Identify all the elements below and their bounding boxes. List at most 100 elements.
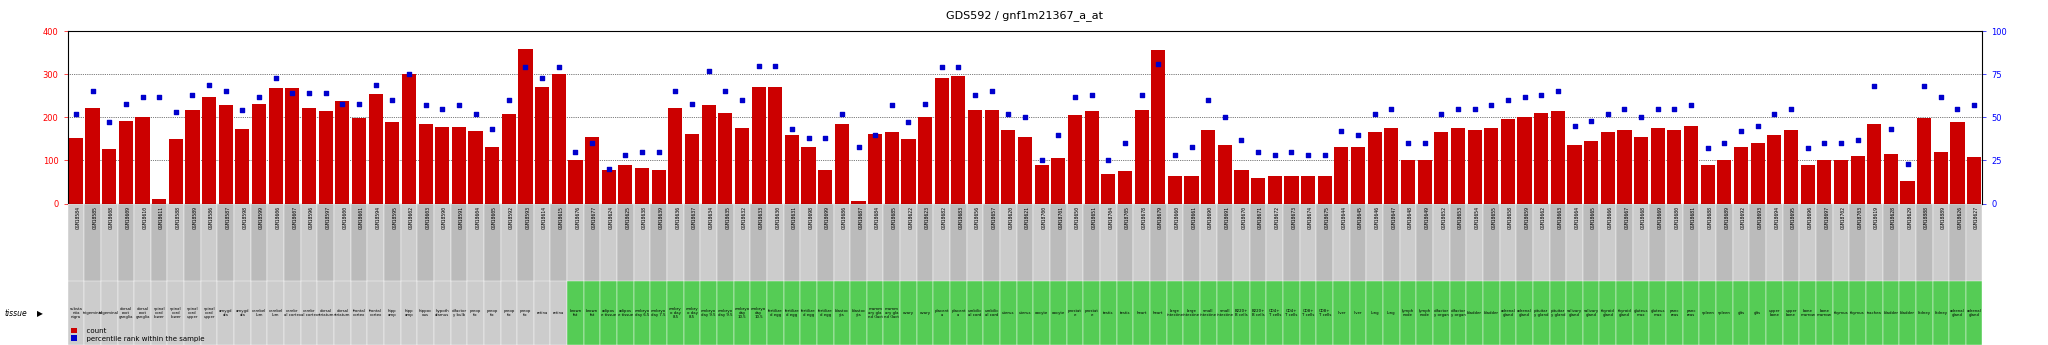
Text: dorsal
root
ganglia: dorsal root ganglia bbox=[135, 307, 150, 319]
Bar bbox=[1518, 117, 1532, 204]
Text: GSM18634: GSM18634 bbox=[709, 206, 713, 229]
Bar bbox=[551, 204, 567, 281]
Point bbox=[1092, 158, 1124, 163]
Text: cerebel
lum: cerebel lum bbox=[252, 309, 266, 317]
Point bbox=[1358, 111, 1391, 117]
Text: blastoc
yts: blastoc yts bbox=[852, 309, 866, 317]
Text: GSM18652: GSM18652 bbox=[1442, 206, 1446, 229]
Bar bbox=[1833, 281, 1849, 345]
Bar bbox=[250, 204, 268, 281]
Point bbox=[1325, 128, 1358, 134]
Bar bbox=[383, 281, 401, 345]
Bar bbox=[616, 204, 633, 281]
Bar bbox=[1499, 204, 1516, 281]
Bar bbox=[1219, 145, 1233, 204]
Bar bbox=[1649, 204, 1667, 281]
Bar bbox=[1599, 204, 1616, 281]
Bar bbox=[203, 97, 217, 204]
Point bbox=[1008, 115, 1040, 120]
Bar bbox=[1882, 281, 1898, 345]
Text: placent
a: placent a bbox=[934, 309, 948, 317]
Text: GSM18695: GSM18695 bbox=[1790, 206, 1796, 229]
Bar bbox=[1733, 204, 1749, 281]
Bar bbox=[1434, 132, 1448, 204]
Text: GSM18678: GSM18678 bbox=[1141, 206, 1147, 229]
Bar bbox=[836, 124, 850, 204]
Text: GSM18605: GSM18605 bbox=[492, 206, 498, 229]
Point bbox=[1858, 83, 1890, 89]
Bar bbox=[651, 281, 668, 345]
Bar bbox=[1917, 118, 1931, 204]
Text: GSM18593: GSM18593 bbox=[526, 206, 530, 229]
Text: cerebr
al cortex: cerebr al cortex bbox=[285, 309, 301, 317]
Bar bbox=[1067, 115, 1081, 204]
Text: glts: glts bbox=[1737, 311, 1745, 315]
Bar bbox=[985, 110, 999, 204]
Bar bbox=[1034, 165, 1049, 204]
Bar bbox=[1632, 204, 1649, 281]
Text: GSM18625: GSM18625 bbox=[625, 206, 631, 229]
Text: GSM18638: GSM18638 bbox=[643, 206, 647, 229]
Bar bbox=[1901, 181, 1915, 204]
Point bbox=[1724, 128, 1757, 134]
Point bbox=[127, 94, 160, 99]
Text: GSM18584: GSM18584 bbox=[76, 206, 82, 229]
Point bbox=[1808, 140, 1841, 146]
Point bbox=[293, 90, 326, 96]
Text: GSM18627: GSM18627 bbox=[1974, 206, 1978, 229]
Bar bbox=[702, 105, 715, 204]
Point bbox=[1825, 140, 1858, 146]
Bar bbox=[883, 281, 901, 345]
Point bbox=[643, 149, 676, 155]
Point bbox=[1442, 106, 1475, 111]
Text: adrenal
gland: adrenal gland bbox=[1501, 309, 1516, 317]
Bar bbox=[268, 204, 285, 281]
Text: lung: lung bbox=[1386, 311, 1395, 315]
Text: GSM18589: GSM18589 bbox=[193, 206, 197, 229]
Bar bbox=[1483, 281, 1499, 345]
Bar bbox=[1118, 171, 1133, 204]
Bar bbox=[651, 204, 668, 281]
Text: GSM18604: GSM18604 bbox=[475, 206, 481, 229]
Point bbox=[410, 102, 442, 108]
Text: GSM18646: GSM18646 bbox=[1374, 206, 1380, 229]
Bar bbox=[1716, 204, 1733, 281]
Point bbox=[242, 94, 274, 99]
Point bbox=[225, 108, 258, 113]
Bar bbox=[1102, 174, 1116, 204]
Bar bbox=[86, 108, 100, 204]
Bar bbox=[1249, 281, 1266, 345]
Text: GSM18670: GSM18670 bbox=[1241, 206, 1247, 229]
Bar bbox=[236, 129, 250, 204]
Text: GDS592 / gnf1m21367_a_at: GDS592 / gnf1m21367_a_at bbox=[946, 10, 1102, 21]
Bar bbox=[1233, 204, 1249, 281]
Bar bbox=[1083, 281, 1100, 345]
Point bbox=[692, 68, 725, 73]
Point bbox=[559, 149, 592, 155]
Text: CD8+
T cells: CD8+ T cells bbox=[1303, 309, 1315, 317]
Bar bbox=[401, 74, 416, 204]
Point bbox=[76, 89, 109, 94]
Text: GSM18591: GSM18591 bbox=[459, 206, 465, 229]
Text: GSM18587: GSM18587 bbox=[225, 206, 231, 229]
Text: GSM18697: GSM18697 bbox=[1825, 206, 1829, 229]
Bar bbox=[1933, 152, 1948, 204]
Bar bbox=[1151, 50, 1165, 204]
Bar bbox=[1800, 165, 1815, 204]
Point bbox=[526, 75, 559, 80]
Point bbox=[342, 101, 375, 106]
Bar bbox=[1167, 176, 1182, 204]
Bar bbox=[569, 160, 582, 204]
Bar bbox=[1950, 281, 1966, 345]
Bar bbox=[1249, 204, 1266, 281]
Point bbox=[926, 65, 958, 70]
Bar bbox=[383, 204, 401, 281]
Point bbox=[1108, 140, 1141, 146]
Text: dorsal
striatum: dorsal striatum bbox=[334, 309, 350, 317]
Text: GSM18685: GSM18685 bbox=[891, 206, 897, 229]
Bar bbox=[1149, 281, 1167, 345]
Bar bbox=[1634, 137, 1649, 204]
Bar bbox=[1765, 281, 1782, 345]
Bar bbox=[268, 281, 285, 345]
Text: GSM18624: GSM18624 bbox=[608, 206, 614, 229]
